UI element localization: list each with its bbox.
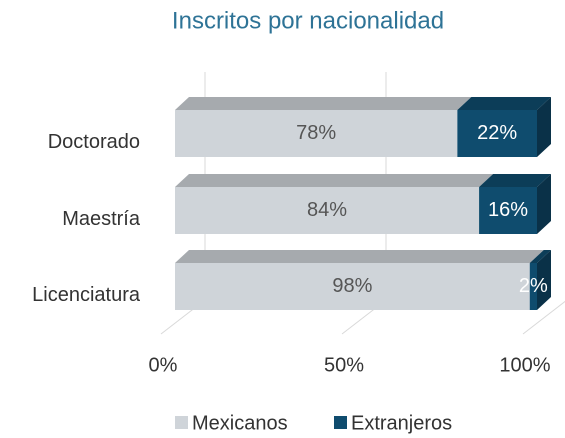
x-tick-label: 50%	[324, 354, 364, 376]
x-tick-label: 100%	[499, 354, 550, 376]
y-tick-label: Maestría	[62, 208, 141, 230]
bar	[175, 187, 480, 234]
data-label: 84%	[307, 199, 347, 221]
bar	[175, 110, 458, 157]
data-label: 22%	[477, 122, 517, 144]
bar-top	[479, 174, 551, 187]
y-tick-label: Licenciatura	[32, 284, 141, 306]
bar	[479, 187, 537, 234]
bar	[175, 263, 530, 310]
bar	[529, 263, 537, 310]
legend-label: Mexicanos	[192, 412, 288, 434]
floor-grid-line	[522, 300, 565, 335]
bar	[457, 110, 537, 157]
bar-top	[457, 97, 551, 110]
x-tick-label: 0%	[149, 354, 178, 376]
legend-label: Extranjeros	[351, 412, 452, 434]
bar-top	[529, 250, 551, 263]
bar-top	[175, 97, 472, 110]
data-label: 16%	[488, 199, 528, 221]
bar-top	[175, 174, 494, 187]
bar-top	[175, 250, 544, 263]
data-label: 98%	[332, 275, 372, 297]
chart-title: Inscritos por nacionalidad	[172, 7, 444, 34]
bar-side	[537, 250, 551, 310]
data-label: 2%	[519, 275, 548, 297]
legend-swatch	[175, 416, 188, 429]
bar-side	[537, 97, 551, 157]
bar-side	[537, 174, 551, 234]
data-label: 78%	[296, 122, 336, 144]
y-tick-label: Doctorado	[48, 131, 140, 153]
legend-swatch	[334, 416, 347, 429]
